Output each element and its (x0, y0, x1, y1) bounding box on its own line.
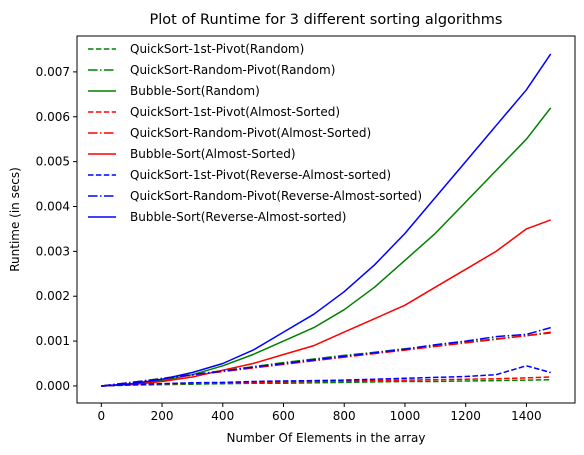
legend-label: QuickSort-Random-Pivot(Reverse-Almost-so… (130, 189, 422, 203)
x-tick-label: 200 (151, 409, 174, 423)
series-line-8 (101, 326, 551, 387)
plot-area-frame (76, 35, 576, 404)
y-axis-ticks: 0.000 0.001 0.002 0.003 0.004 0.005 0.006 0.007 (36, 65, 77, 393)
y-tick-label: 0.006 (36, 110, 70, 124)
y-tick-label: 0.001 (36, 334, 70, 348)
legend-label: QuickSort-1st-Pivot(Reverse-Almost-sorte… (130, 168, 391, 182)
y-tick-label: 0.003 (36, 244, 70, 258)
series-line-1 (101, 378, 551, 387)
legend-label: Bubble-Sort(Random) (130, 84, 260, 98)
y-tick-label: 0.002 (36, 289, 70, 303)
y-tick-label: 0.004 (36, 199, 70, 213)
y-axis-label: Runtime (in secs) (8, 167, 22, 272)
x-axis-ticks: 0 200 400 600 800 1000 1200 1400 (97, 403, 542, 423)
legend-label: QuickSort-1st-Pivot(Random) (130, 42, 304, 56)
legend: QuickSort-1st-Pivot(Random) QuickSort-Ran… (88, 42, 422, 224)
x-tick-label: 800 (333, 409, 356, 423)
series-line-9 (101, 53, 552, 387)
legend-label: QuickSort-Random-Pivot(Random) (130, 63, 335, 77)
legend-label: Bubble-Sort(Reverse-Almost-sorted) (130, 210, 346, 224)
chart-title: Plot of Runtime for 3 different sorting … (150, 12, 503, 28)
plot-lines (101, 53, 552, 387)
x-tick-label: 600 (272, 409, 295, 423)
series-line-7 (101, 365, 551, 387)
x-tick-label: 1000 (390, 409, 421, 423)
y-tick-label: 0.007 (36, 65, 70, 79)
x-axis-label: Number Of Elements in the array (227, 431, 426, 445)
legend-label: QuickSort-1st-Pivot(Almost-Sorted) (130, 105, 340, 119)
series-line-6 (101, 219, 551, 387)
y-tick-label: 0.000 (36, 379, 70, 393)
y-tick-label: 0.005 (36, 155, 70, 169)
x-tick-label: 1200 (450, 409, 481, 423)
legend-label: Bubble-Sort(Almost-Sorted) (130, 147, 296, 161)
x-tick-label: 1400 (511, 409, 542, 423)
x-tick-label: 0 (97, 409, 105, 423)
x-tick-label: 400 (211, 409, 234, 423)
legend-label: QuickSort-Random-Pivot(Almost-Sorted) (130, 126, 371, 140)
